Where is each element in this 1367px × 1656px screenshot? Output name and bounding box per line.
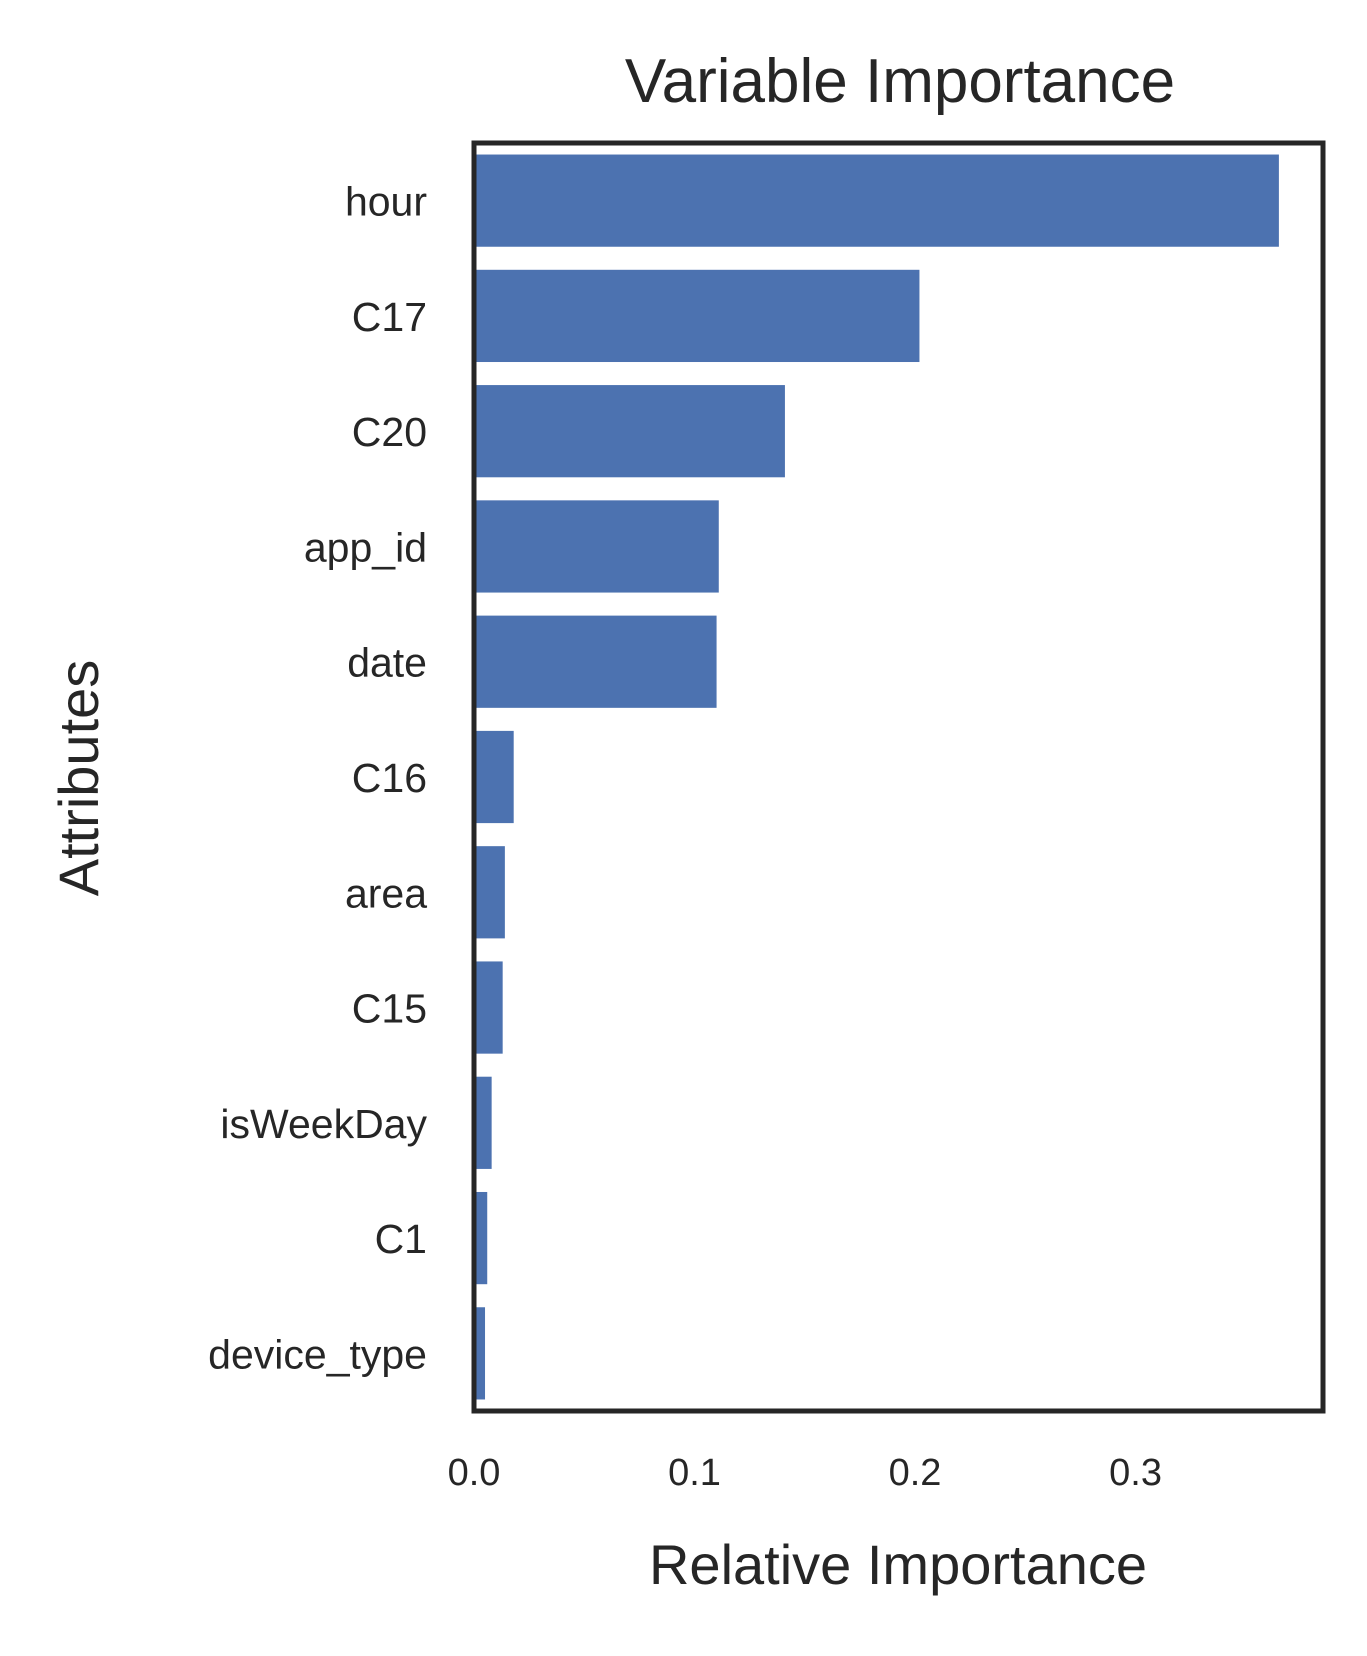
y-tick-label: app_id (304, 524, 427, 570)
x-tick-label: 0.3 (1109, 1452, 1162, 1494)
y-tick-label: isWeekDay (220, 1101, 427, 1147)
bar-app-id (474, 500, 719, 593)
chart-title: Variable Importance (625, 47, 1175, 116)
bar-isweekday (474, 1076, 492, 1169)
y-tick-label: C16 (352, 755, 427, 801)
y-tick-label: date (347, 640, 427, 686)
x-tick-label: 0.2 (889, 1452, 942, 1494)
y-axis-label: Attributes (47, 660, 110, 897)
bar-device-type (474, 1307, 486, 1400)
y-tick-label: area (345, 870, 427, 916)
bar-area (474, 846, 505, 939)
bar-date (474, 615, 717, 708)
x-tick-label: 0.0 (448, 1452, 501, 1494)
bar-c17 (474, 269, 920, 363)
bar-hour (474, 154, 1279, 247)
y-tick-label: hour (345, 179, 427, 225)
bar-c16 (474, 730, 514, 824)
x-tick-labels: 0.0 0.1 0.2 0.3 (448, 1452, 1162, 1494)
bar-c20 (474, 385, 785, 478)
plot-frame (471, 140, 1326, 1414)
y-tick-label: C15 (352, 986, 427, 1032)
bar-c1 (474, 1191, 488, 1285)
y-tick-label: C20 (352, 409, 427, 455)
bar-c15 (474, 961, 503, 1054)
y-tick-label: C1 (375, 1216, 427, 1262)
y-tick-label: C17 (352, 294, 427, 340)
x-axis-label: Relative Importance (649, 1533, 1147, 1596)
x-tick-label: 0.1 (668, 1452, 721, 1494)
bars-group (474, 154, 1279, 1400)
y-tick-label: device_type (208, 1331, 427, 1377)
